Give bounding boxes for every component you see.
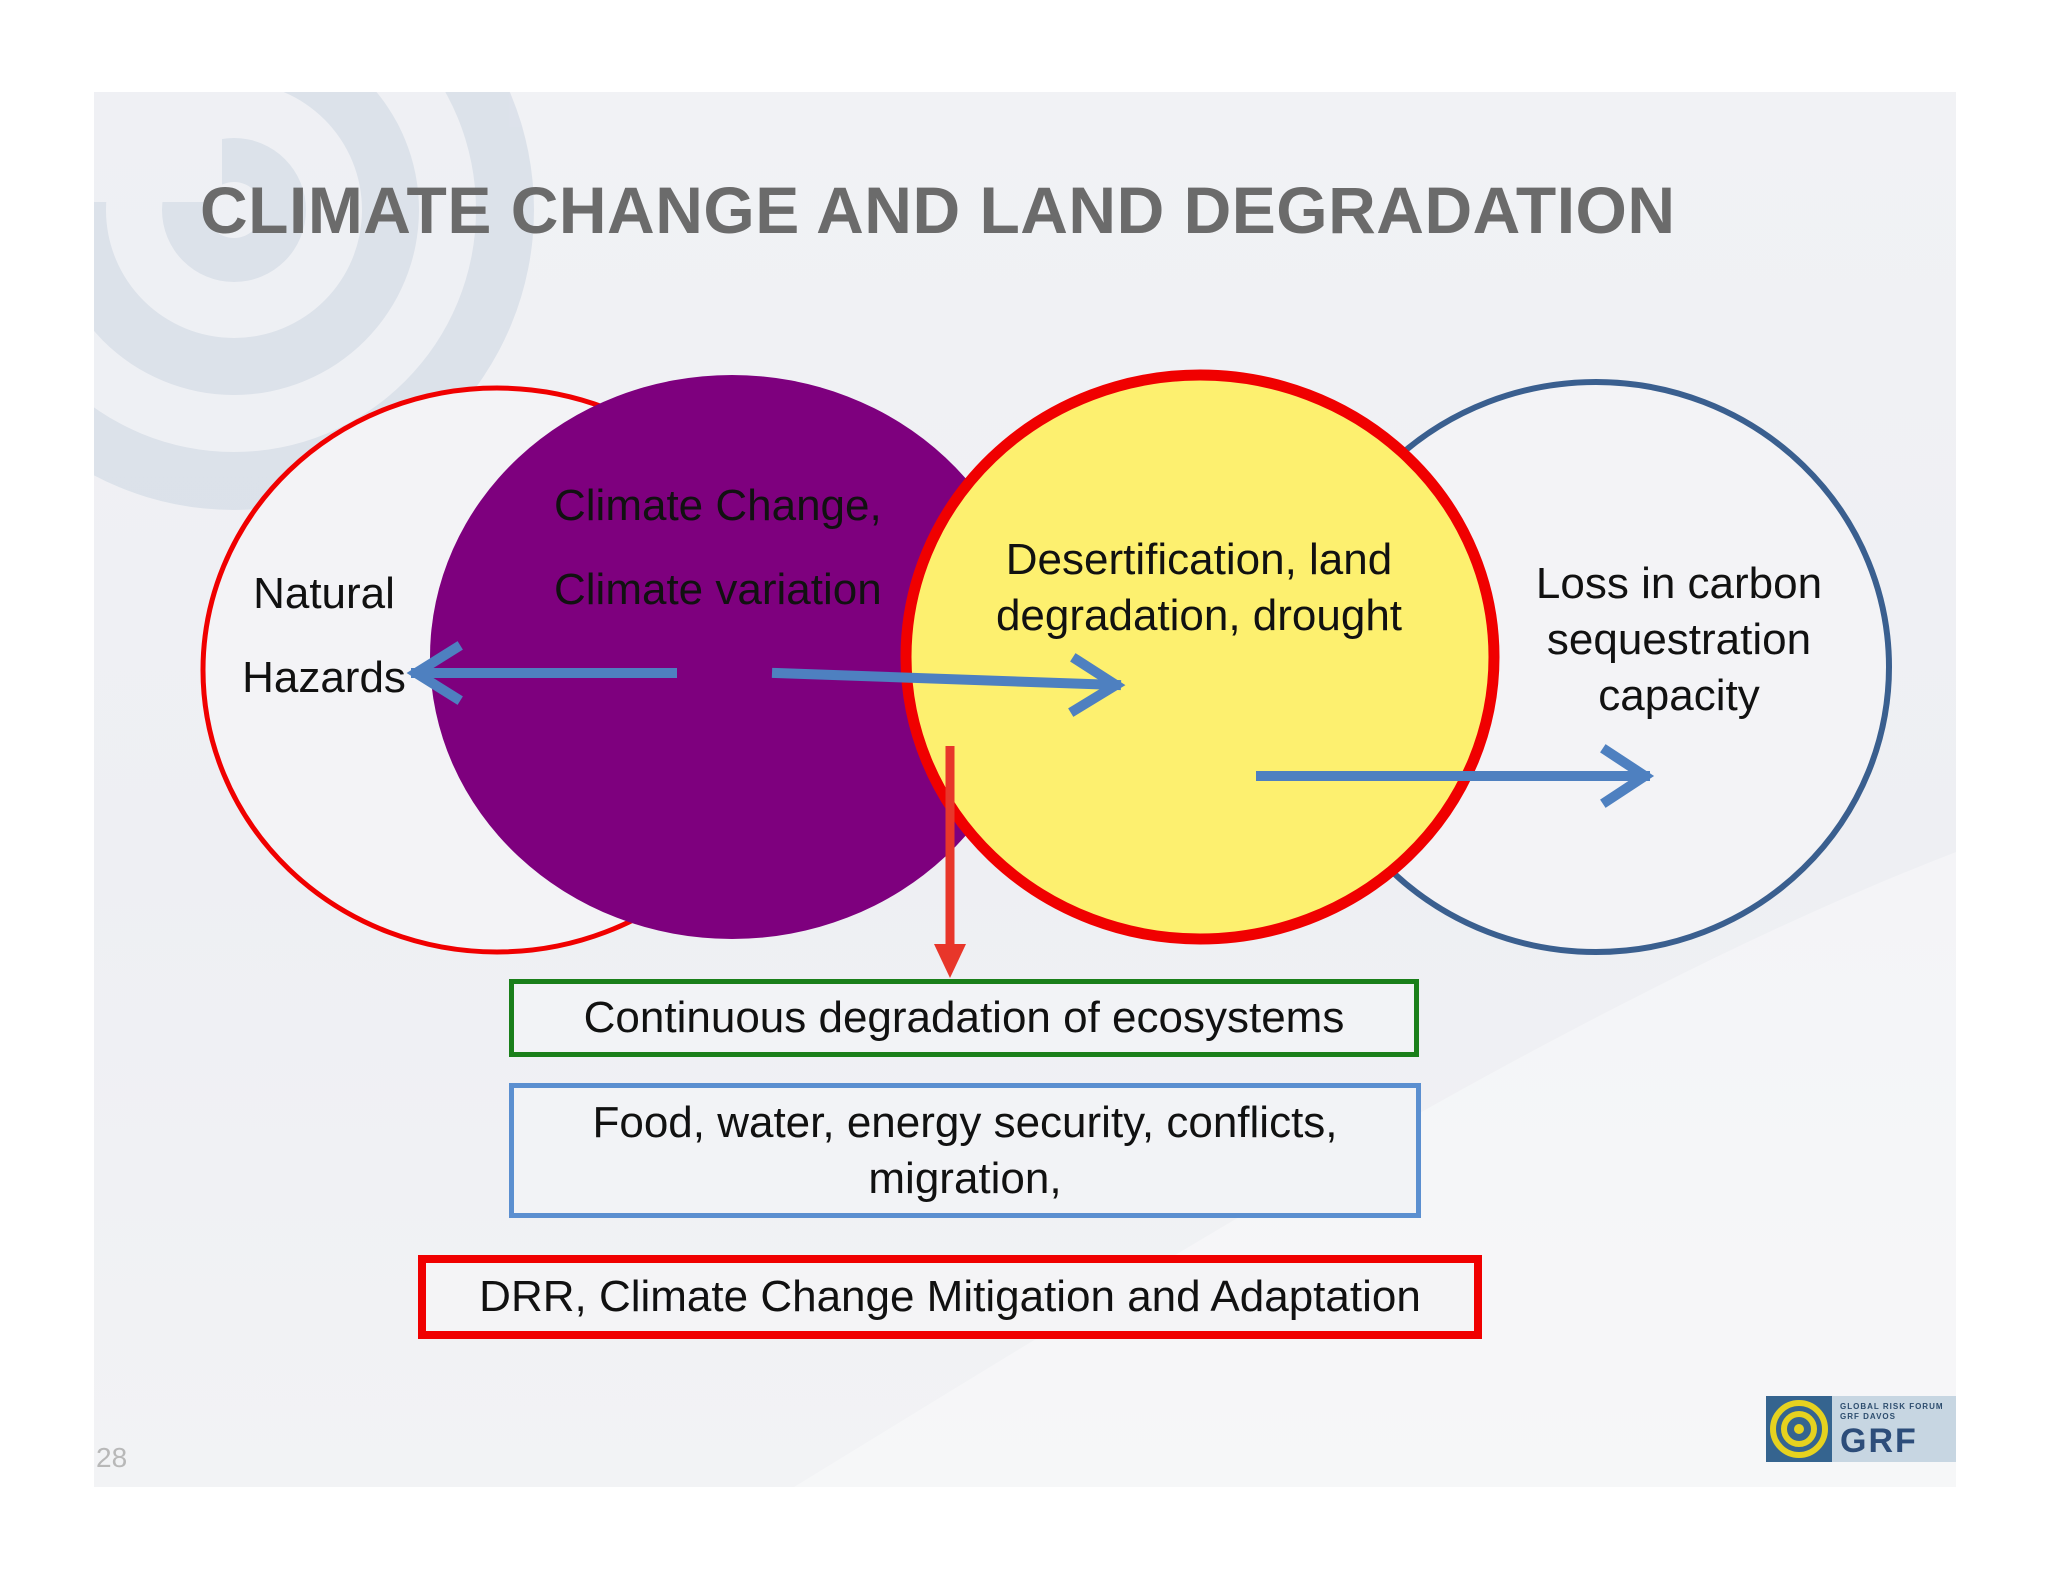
ecosystems-box: Continuous degradation of ecosystems — [509, 979, 1419, 1057]
desertification-circle — [900, 369, 1500, 945]
grf-logo-line2: GRF DAVOS — [1840, 1412, 1896, 1421]
arrow-to-carbon-head — [1600, 744, 1655, 808]
desertification-label-2: degradation, drought — [995, 591, 1403, 640]
slide: CLIMATE CHANGE AND LAND DEGRADATION Natu… — [94, 92, 1956, 1487]
climate-change-circle — [430, 375, 1034, 939]
arrow-down-head — [934, 944, 966, 978]
natural-hazards-label-1: Natural — [253, 569, 395, 618]
climate-change-label-2: Climate variation — [554, 565, 882, 614]
watermark-rings — [94, 92, 534, 510]
slide-title: CLIMATE CHANGE AND LAND DEGRADATION — [200, 173, 1676, 247]
grf-logo-line1: GLOBAL RISK FORUM — [1840, 1402, 1944, 1411]
drr-box: DRR, Climate Change Mitigation and Adapt… — [418, 1255, 1482, 1339]
arrow-to-desertification — [771, 667, 1122, 691]
page-number: 28 — [96, 1442, 128, 1473]
grf-logo-small-text: GLOBAL RISK FORUM GRF DAVOS — [1840, 1402, 1944, 1422]
grf-logo-big-text: GRF — [1840, 1422, 1918, 1460]
arrow-to-hazards-head — [406, 641, 463, 705]
grf-rings-icon — [1770, 1400, 1828, 1458]
drr-box-text: DRR, Climate Change Mitigation and Adapt… — [479, 1272, 1421, 1321]
ecosystems-box-text: Continuous degradation of ecosystems — [583, 993, 1345, 1042]
carbon-label-2: sequestration — [1546, 615, 1812, 664]
security-box-text-1: Food, water, energy security, conflicts, — [592, 1097, 1338, 1147]
grf-logo-text: GLOBAL RISK FORUM GRF DAVOS GRF — [1832, 1396, 1956, 1462]
grf-logo: GLOBAL RISK FORUM GRF DAVOS GRF — [1766, 1396, 1956, 1462]
security-box: Food, water, energy security, conflicts,… — [509, 1083, 1421, 1218]
grf-logo-icon — [1766, 1396, 1832, 1462]
desertification-label-1: Desertification, land — [1005, 535, 1393, 584]
arrow-to-desertification-head — [1068, 653, 1126, 717]
carbon-label-3: capacity — [1598, 671, 1760, 720]
security-box-text-2: migration, — [868, 1153, 1062, 1203]
carbon-label-1: Loss in carbon — [1535, 559, 1823, 608]
natural-hazards-label-2: Hazards — [242, 653, 406, 702]
climate-change-label-1: Climate Change, — [554, 481, 882, 530]
